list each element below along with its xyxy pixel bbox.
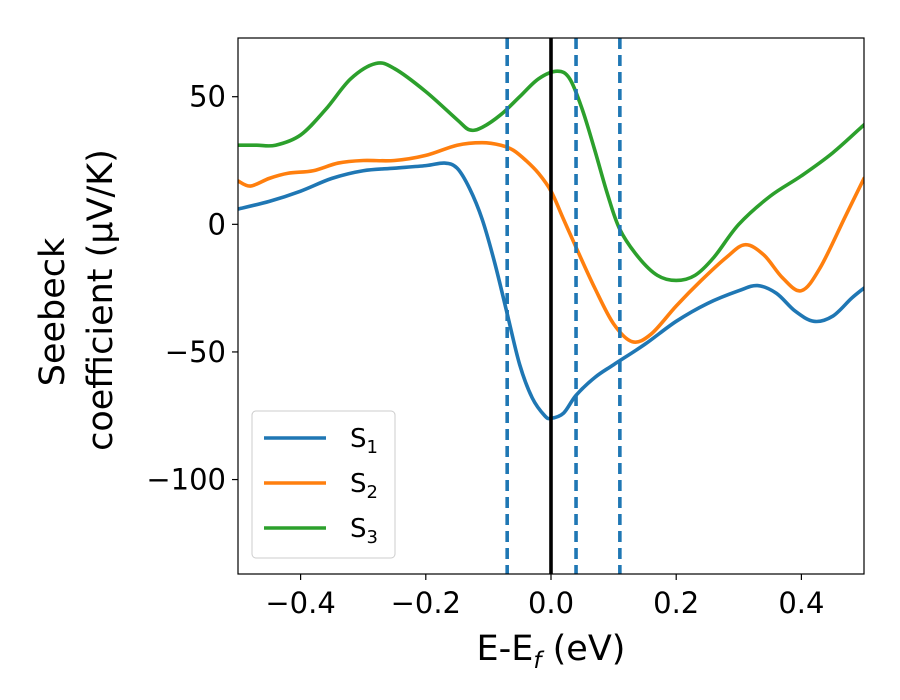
x-axis-ticks: −0.4 −0.2 0.0 0.2 0.4 <box>265 574 824 620</box>
x-tick-label: 0.4 <box>778 586 824 620</box>
legend-label-s1: S1 <box>350 424 378 458</box>
x-tick-label: −0.4 <box>265 586 335 620</box>
y-tick-label: 50 <box>189 80 226 114</box>
x-tick-label: 0.2 <box>653 586 699 620</box>
legend-label-s3: S3 <box>350 514 378 548</box>
legend-label-s2: S2 <box>350 469 378 503</box>
vertical-lines <box>505 38 622 574</box>
legend-items: S1 S2 S3 <box>264 424 378 548</box>
x-axis-label-main: E-E <box>477 629 534 669</box>
legend: S1 S2 S3 <box>251 410 396 559</box>
x-tick-label: −0.2 <box>391 586 461 620</box>
y-tick-label: −50 <box>165 335 226 369</box>
y-tick-label: 0 <box>208 207 226 241</box>
x-tick-label: 0.0 <box>528 586 574 620</box>
series-line-s1 <box>238 161 864 421</box>
y-tick-label: −100 <box>146 463 226 497</box>
series-layer <box>238 61 864 421</box>
y-axis-label-line2: coefficient (μV/K) <box>81 149 121 451</box>
y-axis-label-line1: Seebeck <box>33 237 73 386</box>
y-axis-ticks: 50 0 −50 −100 <box>146 80 238 497</box>
series-line-s3 <box>238 61 864 283</box>
x-axis-label-unit: (eV) <box>542 629 626 669</box>
x-axis-label: E-Ef (eV) <box>477 629 626 674</box>
x-axis-label-sub: f <box>533 648 544 674</box>
series-line-s2 <box>238 140 864 344</box>
